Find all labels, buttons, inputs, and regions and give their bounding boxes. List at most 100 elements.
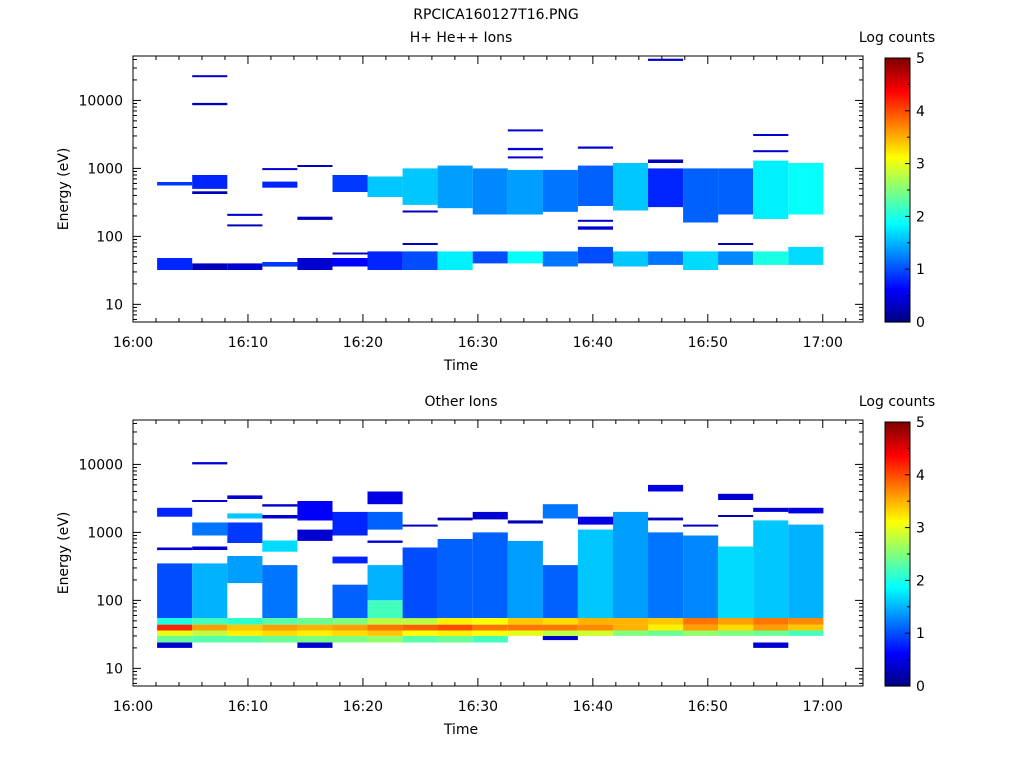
colorbar-segment xyxy=(885,277,910,281)
colorbar-segment xyxy=(885,108,910,112)
colorbar-segment xyxy=(885,556,910,560)
heatmap-cell xyxy=(542,504,578,519)
heatmap-cell xyxy=(192,462,228,465)
heatmap-cell xyxy=(788,163,824,215)
heatmap-cell xyxy=(227,635,263,643)
heatmap-cell xyxy=(367,565,403,601)
heatmap-cell xyxy=(332,630,368,636)
colorbar-segment xyxy=(885,182,910,186)
colorbar-segment xyxy=(885,292,910,297)
heatmap-cell xyxy=(402,243,438,245)
heatmap-cell xyxy=(332,175,368,192)
colorbar-segment xyxy=(885,445,910,449)
colorbar-segment xyxy=(885,256,910,260)
heatmap-cell xyxy=(192,635,228,643)
heatmap-cell xyxy=(402,168,438,205)
colorbar-segment xyxy=(885,651,910,655)
colorbar-segment xyxy=(885,229,910,233)
colorbar-segment xyxy=(885,176,910,181)
figure-title: RPCICA160127T16.PNG xyxy=(413,7,578,23)
colorbar-segment xyxy=(885,153,910,157)
heatmap-cell xyxy=(262,624,298,631)
heatmap-cell xyxy=(507,630,543,636)
heatmap-cell xyxy=(753,642,789,648)
colorbar-tick-label: 3 xyxy=(916,521,925,537)
colorbar-segment xyxy=(885,546,910,550)
colorbar-segment xyxy=(885,427,910,431)
heatmap-cell xyxy=(437,624,473,631)
heatmap-cell xyxy=(332,258,368,267)
heatmap-cell xyxy=(613,630,649,636)
colorbar-tick-label: 4 xyxy=(916,468,925,484)
y-tick-label: 100 xyxy=(96,229,123,245)
colorbar-segment xyxy=(885,250,910,254)
colorbar-segment xyxy=(885,559,910,563)
colorbar-segment xyxy=(885,298,910,302)
colorbar-segment xyxy=(885,118,910,122)
heatmap-cell xyxy=(753,160,789,219)
colorbar-tick-label: 3 xyxy=(916,157,925,173)
colorbar-segment xyxy=(885,424,910,428)
heatmap-cell xyxy=(648,484,684,492)
colorbar-segment xyxy=(885,501,910,505)
heatmap-cell xyxy=(753,507,789,512)
heatmap-cell xyxy=(262,504,298,507)
heatmap-cell xyxy=(542,618,578,625)
heatmap-cell xyxy=(227,213,263,216)
colorbar-segment xyxy=(885,641,910,645)
colorbar-segment xyxy=(885,137,910,141)
colorbar-segment xyxy=(885,192,910,196)
heatmap-cell xyxy=(437,517,473,521)
colorbar-tick-label: 2 xyxy=(916,573,925,589)
colorbar-segment xyxy=(885,306,910,310)
heatmap-cell xyxy=(262,540,298,552)
colorbar-segment xyxy=(885,643,910,647)
colorbar-segment xyxy=(885,224,910,228)
heatmap-cell xyxy=(157,182,193,186)
colorbar-segment xyxy=(885,540,910,545)
colorbar-segment xyxy=(885,219,910,223)
colorbar-segment xyxy=(885,458,910,463)
y-axis-label: Energy (eV) xyxy=(56,148,72,231)
colorbar-segment xyxy=(885,253,910,257)
heatmap-cell xyxy=(542,624,578,631)
colorbar-segment xyxy=(885,282,910,286)
colorbar-segment xyxy=(885,303,910,307)
heatmap-cell xyxy=(402,251,438,270)
heatmap-cell xyxy=(683,524,719,527)
colorbar-segment xyxy=(885,604,910,608)
heatmap-cell xyxy=(402,630,438,636)
colorbar-segment xyxy=(885,79,910,83)
colorbar-segment xyxy=(885,672,910,677)
heatmap-cell xyxy=(648,532,684,618)
heatmap-cell xyxy=(437,630,473,636)
colorbar-segment xyxy=(885,94,910,99)
colorbar-segment xyxy=(885,105,910,109)
colorbar-segment xyxy=(885,237,910,241)
heatmap-cell xyxy=(157,642,193,648)
colorbar-segment xyxy=(885,187,910,191)
heatmap-cell xyxy=(367,600,403,619)
y-tick-label: 100 xyxy=(96,593,123,609)
colorbar-segment xyxy=(885,609,910,613)
heatmap-cell xyxy=(577,529,613,618)
heatmap-cell xyxy=(648,251,684,265)
colorbar-segment xyxy=(885,248,910,252)
colorbar-tick-label: 5 xyxy=(916,415,925,431)
heatmap-cell xyxy=(577,219,613,222)
colorbar-segment xyxy=(885,683,910,687)
colorbar-segment xyxy=(885,184,910,188)
colorbar-segment xyxy=(885,316,910,320)
heatmap-cell xyxy=(297,642,333,648)
colorbar-segment xyxy=(885,635,910,640)
heatmap-cell xyxy=(262,168,298,171)
heatmap-cell xyxy=(683,168,719,223)
heatmap-cell xyxy=(718,624,754,631)
colorbar-segment xyxy=(885,538,910,542)
colorbar-segment xyxy=(885,58,910,62)
heatmap-cell xyxy=(402,547,438,619)
colorbar-segment xyxy=(885,422,910,426)
heatmap-cell xyxy=(157,624,193,631)
heatmap-cell xyxy=(367,491,403,505)
colorbar-segment xyxy=(885,485,910,489)
